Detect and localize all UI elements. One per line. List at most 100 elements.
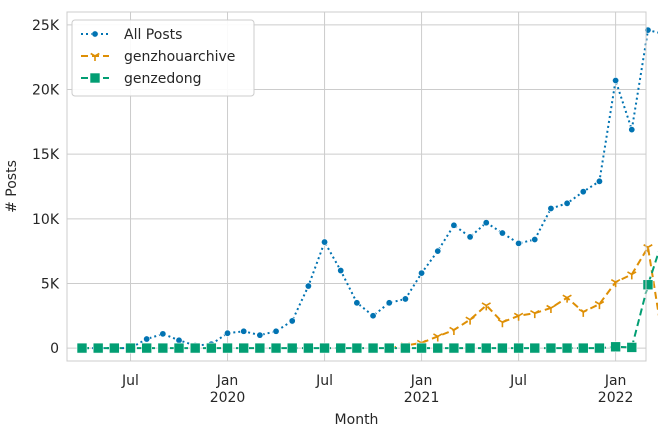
data-point (401, 295, 409, 303)
data-point (513, 342, 524, 354)
data-point (288, 317, 296, 325)
data-point (222, 342, 233, 354)
series-genzedong (76, 250, 658, 354)
data-point (497, 319, 508, 328)
data-point (434, 247, 442, 255)
data-point (610, 341, 621, 353)
data-point (466, 233, 474, 241)
data-point (594, 342, 605, 354)
data-point (189, 342, 201, 354)
data-point (238, 342, 249, 354)
series-line (389, 244, 658, 350)
data-point (594, 300, 605, 310)
x-tick-label: Jan (604, 373, 627, 389)
data-point (159, 330, 167, 338)
data-point (224, 329, 232, 337)
data-point (449, 326, 459, 335)
data-point (450, 221, 458, 229)
data-point (626, 342, 638, 353)
legend-label: genzhouarchive (124, 49, 235, 65)
data-point (240, 327, 248, 335)
data-point (303, 342, 314, 354)
legend-label: All Posts (124, 27, 182, 43)
y-axis-label: # Posts (4, 160, 20, 213)
data-point (319, 342, 330, 354)
plot-frame (66, 11, 647, 362)
data-point (383, 342, 395, 354)
y-tick-label: 20K (32, 83, 60, 99)
y-tick-label: 15K (32, 147, 60, 163)
data-point (143, 335, 151, 343)
data-point (448, 342, 460, 354)
series-layer (76, 26, 658, 354)
y-tick-label: 5K (41, 276, 60, 292)
x-tick-label: Jul (509, 373, 527, 389)
data-point (367, 342, 379, 354)
data-point (515, 239, 523, 247)
data-point (337, 267, 345, 275)
data-point (627, 271, 637, 280)
data-point (545, 342, 557, 354)
data-point (642, 279, 654, 291)
data-point (498, 229, 506, 237)
data-point (254, 342, 266, 354)
x-axis-label: Month (335, 412, 379, 428)
legend: All Posts genzhouarchive genzedong (71, 19, 255, 97)
data-point (335, 342, 347, 354)
x-tick-year-label: 2022 (598, 390, 634, 406)
x-tick-label: Jan (410, 373, 433, 389)
data-point (513, 312, 524, 321)
data-point (612, 77, 620, 85)
data-point (272, 327, 280, 335)
data-point (433, 333, 443, 342)
data-point (400, 342, 411, 354)
data-point (464, 342, 476, 354)
data-point (595, 177, 603, 185)
data-point (321, 238, 329, 246)
data-point (563, 199, 571, 207)
data-point (547, 204, 555, 212)
data-point (206, 342, 217, 354)
data-point (157, 342, 169, 354)
data-point (369, 312, 377, 320)
data-point (480, 342, 492, 354)
data-point (497, 342, 508, 354)
data-point (530, 309, 540, 319)
x-tick-year-label: 2020 (210, 390, 246, 406)
x-tick-label: Jul (121, 373, 139, 389)
legend-swatch-marker (89, 72, 101, 84)
data-point (125, 342, 136, 354)
data-point (385, 299, 393, 307)
y-tick-label: 0 (50, 341, 59, 357)
legend-swatch-marker (91, 30, 99, 38)
data-point (416, 342, 427, 354)
data-point (175, 336, 183, 344)
data-point (304, 282, 312, 290)
data-point (173, 342, 185, 354)
data-point (578, 308, 588, 317)
data-point (465, 316, 475, 325)
x-tick-year-label: 2021 (404, 390, 440, 406)
series-genzhouarchive (384, 244, 658, 354)
legend-swatch-marker (90, 52, 100, 61)
data-point (562, 294, 572, 303)
data-point (270, 342, 282, 354)
data-point (351, 342, 363, 354)
data-point (141, 342, 152, 354)
data-point (353, 299, 361, 307)
data-point (577, 342, 589, 354)
data-point (256, 331, 264, 339)
data-point (482, 219, 490, 227)
y-tick-label: 10K (32, 212, 60, 228)
data-point (531, 235, 539, 243)
legend-label: genzedong (124, 71, 202, 87)
data-point (610, 278, 621, 288)
data-point (546, 304, 556, 314)
x-tick-label: Jul (315, 373, 333, 389)
legend-frame (71, 19, 255, 97)
data-point (561, 342, 573, 354)
data-point (579, 188, 587, 196)
data-point (481, 302, 491, 311)
